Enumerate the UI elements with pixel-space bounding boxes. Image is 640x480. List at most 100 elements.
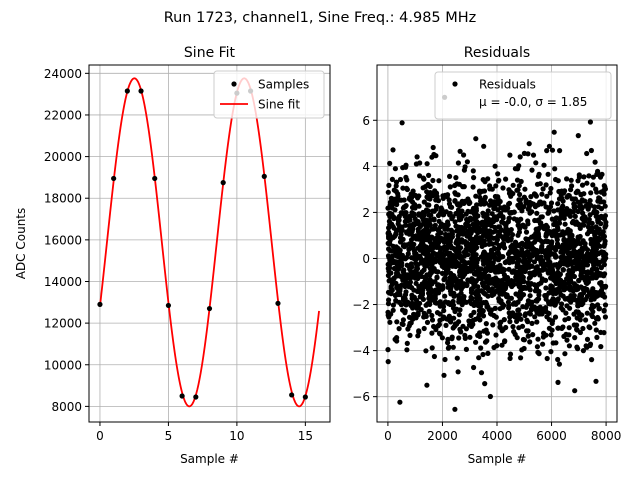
residual-point: [510, 324, 516, 330]
residual-point: [529, 299, 535, 305]
residual-point: [522, 312, 528, 319]
residual-point: [467, 200, 473, 206]
residual-point: [540, 186, 546, 192]
residual-point: [459, 302, 465, 308]
residual-point: [390, 307, 396, 313]
residual-point: [404, 229, 410, 235]
residual-point: [421, 314, 427, 320]
residual-point: [593, 186, 599, 192]
residual-point: [553, 253, 559, 260]
sample-point: [138, 88, 144, 94]
residual-point: [506, 303, 512, 309]
residual-point: [602, 203, 608, 209]
residual-point: [588, 147, 595, 154]
residual-point: [480, 251, 487, 257]
residual-point: [496, 177, 502, 183]
residual-point: [447, 173, 453, 179]
residual-point: [518, 223, 524, 229]
residual-point: [402, 222, 409, 228]
sample-point: [111, 175, 117, 182]
residual-point: [400, 165, 406, 171]
residual-point: [598, 265, 605, 271]
residual-point: [587, 119, 594, 125]
residual-point: [418, 291, 424, 297]
residual-point: [416, 193, 422, 199]
residual-point: [487, 239, 493, 245]
residual-point: [533, 193, 540, 199]
residual-point: [403, 276, 409, 282]
residual-point: [489, 202, 495, 208]
residual-point: [560, 203, 566, 209]
residual-point: [498, 268, 504, 274]
residual-point: [456, 299, 462, 305]
residual-point: [457, 208, 463, 214]
residual-point: [534, 226, 540, 232]
residual-point: [580, 210, 586, 216]
residual-point: [470, 321, 476, 327]
residual-point: [393, 292, 399, 298]
sine-fit-legend-box: [213, 70, 325, 119]
residual-point: [581, 174, 587, 180]
residual-point: [553, 176, 559, 183]
residual-point: [427, 301, 433, 307]
residual-point: [498, 254, 504, 260]
residual-point: [526, 255, 533, 261]
residual-point: [465, 223, 471, 229]
residual-point: [493, 332, 499, 338]
residual-point: [543, 277, 549, 283]
residual-point: [584, 287, 590, 293]
residual-point: [447, 301, 453, 308]
residual-point: [391, 276, 397, 282]
residual-point: [406, 223, 412, 229]
residual-point: [541, 200, 547, 206]
residual-point: [576, 252, 582, 258]
residual-point: [566, 343, 573, 349]
residual-point: [526, 141, 532, 147]
residual-point: [593, 258, 599, 264]
residual-point: [516, 307, 522, 313]
residual-point: [549, 216, 555, 222]
residual-point: [555, 379, 561, 385]
residual-point: [471, 284, 477, 290]
residual-point: [478, 276, 485, 282]
residual-point: [531, 239, 538, 245]
residual-point: [518, 355, 524, 361]
residual-point: [414, 261, 420, 268]
residual-point: [501, 272, 507, 278]
residual-point: [566, 273, 572, 279]
residual-point: [429, 330, 435, 336]
residual-point: [397, 291, 403, 298]
residual-point: [573, 287, 580, 293]
residual-point: [564, 228, 570, 234]
residual-point: [552, 166, 558, 172]
residual-point: [561, 236, 567, 243]
residual-point: [456, 312, 462, 318]
residual-point: [473, 241, 479, 247]
residual-point: [385, 347, 391, 353]
residual-point: [480, 351, 486, 358]
residual-point: [561, 190, 567, 196]
residual-point: [393, 297, 399, 304]
residual-point: [465, 208, 471, 214]
figure-suptitle: Run 1723, channel1, Sine Freq.: 4.985 MH…: [164, 10, 477, 26]
residual-point: [430, 177, 436, 184]
residual-point: [400, 295, 406, 301]
sine-fit-grid: [89, 65, 330, 422]
residual-point: [511, 268, 517, 274]
residual-point: [415, 220, 421, 226]
residual-point: [593, 378, 599, 384]
residual-point: [450, 325, 456, 331]
residual-point: [523, 236, 529, 242]
residual-point: [415, 229, 422, 235]
residual-point: [478, 370, 485, 376]
residual-point: [387, 319, 393, 325]
residual-point: [534, 344, 541, 350]
residual-point: [543, 251, 549, 257]
residuals-ytick-label: 4: [362, 160, 370, 174]
residual-point: [393, 250, 399, 256]
residual-point: [549, 327, 555, 333]
residual-point: [386, 229, 392, 235]
residual-point: [571, 322, 577, 328]
residual-point: [454, 228, 460, 234]
residual-point: [514, 314, 521, 320]
